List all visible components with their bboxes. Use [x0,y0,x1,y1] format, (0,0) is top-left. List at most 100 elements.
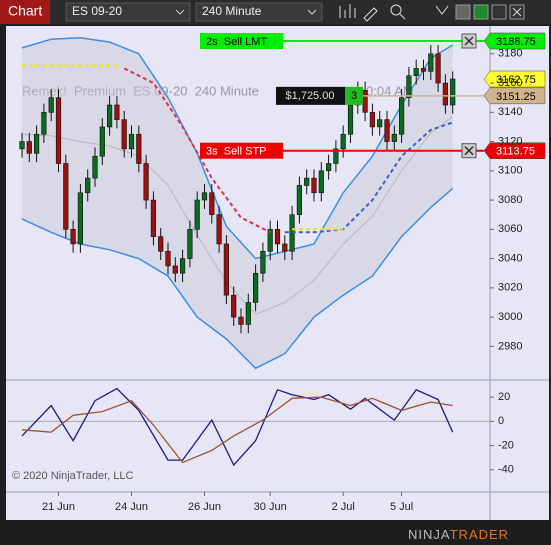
order-label: 3s Sell STP [206,146,267,158]
candle-body [245,302,251,325]
y-tick-label: 3100 [498,165,522,177]
y-tick-label: 20 [498,391,510,403]
instrument-label: ES 09-20 [72,4,122,18]
candle-body [340,133,346,150]
candle-body [70,229,76,245]
x-tick-label: 5 Jul [390,501,413,513]
candle-body [77,192,83,245]
price-tag-label: 3162.75 [496,74,536,86]
candle-body [143,163,149,201]
chart-tab-label: Chart [8,3,42,19]
order-label-box [200,142,283,159]
candle-body [428,53,434,72]
candle-body [63,163,69,230]
candle-body [325,163,332,172]
price-tag [483,70,546,88]
candle-body [187,229,193,259]
x-tick-label: 2 Jul [332,501,355,513]
candle-body [318,170,324,194]
candle-body [55,97,62,164]
candle-body [150,199,157,237]
candle-body [260,250,266,274]
candle-body [347,104,354,135]
candle-body [172,265,178,274]
candle-body [165,250,171,267]
price-tag-label: 3151.25 [496,91,536,103]
candle-body [253,272,259,303]
candle-body [442,82,449,106]
interval-select[interactable] [195,2,323,22]
x-tick-label: 30 Jun [254,501,287,513]
y-tick-label: 2980 [498,340,522,352]
price-tag [483,32,546,50]
y-tick-label: -40 [498,464,514,476]
candle-body [333,148,339,164]
candle-body [267,229,273,252]
price-panel [19,36,456,370]
candle-body [216,214,222,245]
candle-body [391,133,397,142]
logo-b: TRADER [450,527,509,542]
trend-line [123,67,271,234]
toolbar-icons[interactable] [339,4,449,22]
instrument-select[interactable] [65,2,191,22]
dropdown-arrow [307,9,317,15]
y-tick-label: 3160 [498,77,522,89]
chart-area [6,26,549,520]
position-qty-box [345,86,363,105]
candle-body [194,199,200,230]
window-buttons[interactable] [455,4,525,20]
overlays: 3162.75 3151.25 $1,725.00 3 2s Sell LMT 3188.… [200,32,546,159]
y-tick-label: 3120 [498,135,522,147]
candle-body [26,141,32,154]
logo: NINJATRADER [408,527,509,542]
order-label-box [200,32,283,49]
candle-body [369,112,376,128]
y-tick-label: 3180 [498,48,522,60]
y-tick-label: 3000 [498,311,522,323]
candle-body [180,258,186,274]
candle-body [413,68,419,77]
indicator-panel [8,387,490,467]
order-label: 2s Sell LMT [206,36,267,48]
candle-body [92,155,98,179]
x-tick-label: 26 Jun [188,501,221,513]
candle-body [282,243,288,252]
candle-body [209,192,215,216]
middle-band [21,116,453,315]
y-tick-label: 3040 [498,252,522,264]
candle-body [420,68,427,72]
y-tick-label: -20 [498,439,514,451]
candle-body [41,112,47,135]
order-cancel-icon [464,146,474,156]
watermark: Remek! Premium ES 09-20 240 Minute [22,83,259,98]
x-tick-label: 24 Jun [115,501,148,513]
candle-body [128,133,135,150]
candle-body [398,97,405,135]
interval-label: 240 Minute [202,4,262,18]
chart-tab[interactable] [0,0,50,24]
candle-body [274,229,281,245]
candle-body [406,75,412,98]
y-tick-label: 3080 [498,194,522,206]
copyright: © 2020 NinjaTrader, LLC [12,470,133,482]
candle-body [223,243,230,296]
candle-body [384,119,390,142]
position-qty: 3 [351,90,357,102]
candle-body [296,185,303,216]
candle-body [136,133,142,164]
candle-body [231,294,237,318]
candle-body [48,97,54,113]
trend-line [284,121,454,234]
y-tick-label: 3140 [498,106,522,118]
x-tick-label: 21 Jun [42,501,75,513]
candle-body [85,177,91,194]
price-tag-label: 3113.75 [496,146,535,158]
order-cancel-icon [464,36,474,46]
candle-body [19,141,25,150]
candle-body [114,104,120,120]
logo-a: NINJA [408,527,450,542]
candle-body [304,177,310,186]
oscillator-line [21,396,453,464]
candle-body [435,53,441,84]
